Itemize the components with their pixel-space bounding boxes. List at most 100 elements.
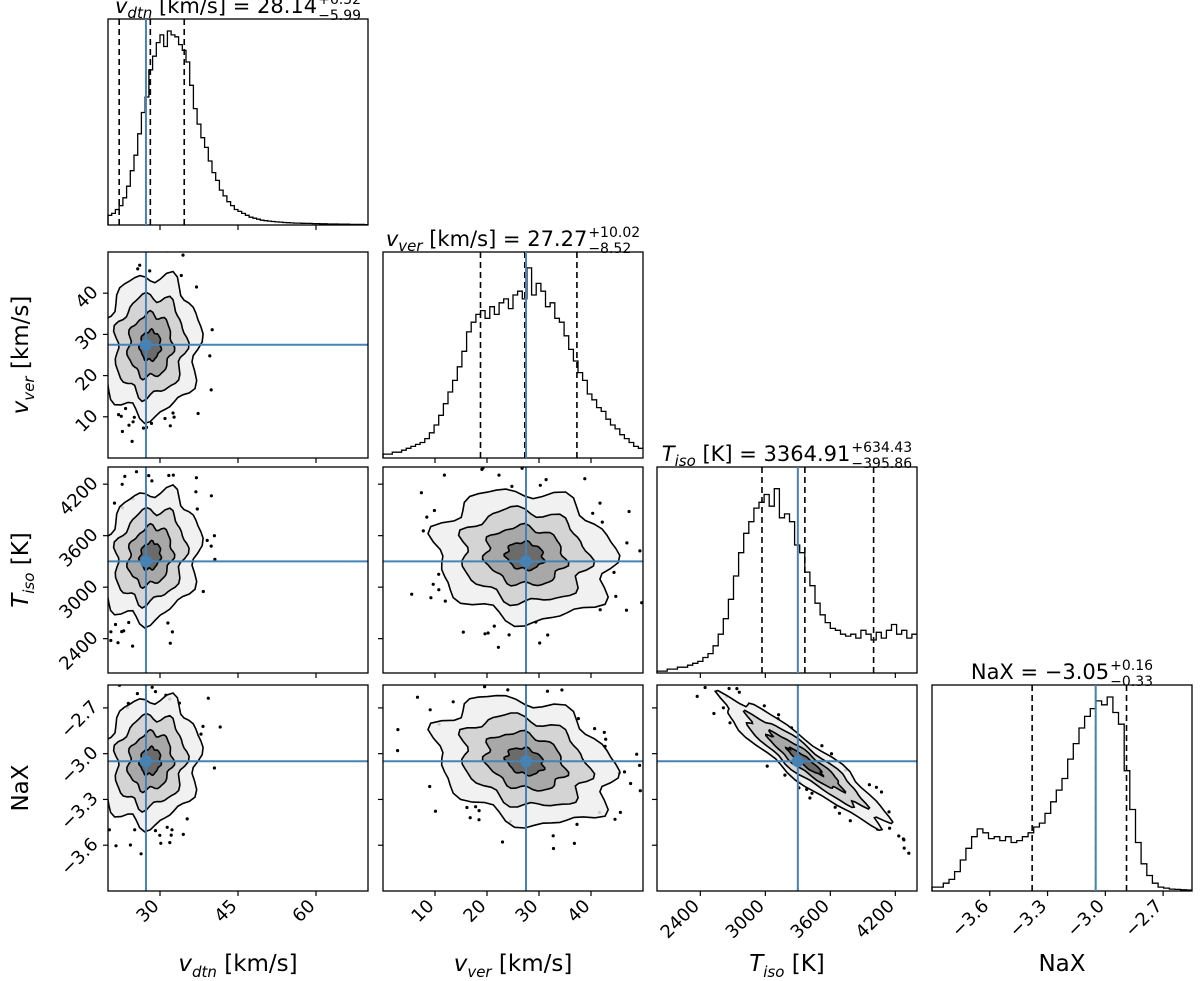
hist-panel-Tiso: Tiso [K] = 3364.91 +634.43−395.86 [656, 440, 918, 674]
scatter-vdtn-vver-point-15 [171, 411, 175, 415]
scatter-vver-NaX-point-23 [604, 737, 608, 741]
scatter-vver-Tiso-point-6 [627, 509, 631, 514]
panel-vver-NaX [382, 679, 644, 892]
scatter-vver-NaX-point-13 [551, 846, 556, 851]
scatter-vdtn-NaX-point-33 [128, 843, 132, 847]
scatter-vver-Tiso-point-33 [546, 633, 550, 637]
xtick-label-vdtn-0: 30 [132, 896, 163, 927]
scatter-vdtn-Tiso-point-1 [167, 473, 171, 478]
scatter-Tiso-NaX-point-13 [762, 704, 766, 708]
xtick-label-NaX-0: −3.6 [948, 896, 994, 942]
hist-frame-Tiso [656, 466, 918, 674]
ylabel-NaX: NaX [8, 764, 34, 811]
scatter-vdtn-vver-point-6 [163, 416, 167, 421]
scatter-Tiso-NaX-point-5 [735, 687, 739, 691]
xlabel-vdtn: vdtn [km/s] [178, 951, 297, 981]
scatter-Tiso-NaX-point-20 [888, 826, 892, 830]
xtick-label-NaX-3: −2.7 [1121, 896, 1167, 942]
scatter-vdtn-NaX-point-14 [201, 724, 205, 729]
scatter-vver-Tiso-point-8 [538, 483, 542, 487]
scatter-Tiso-NaX-point-31 [829, 752, 834, 756]
scatter-vdtn-vver-point-14 [97, 307, 100, 310]
hist-panel-vver: vver [km/s] = 27.27 +10.02−8.52 [382, 225, 644, 459]
scatter-vdtn-NaX-point-8 [133, 828, 137, 832]
ytick-label-vver-2: 30 [71, 323, 102, 354]
title-vver: vver [km/s] = 27.27 [386, 227, 587, 255]
scatter-vver-NaX-point-6 [613, 817, 617, 821]
hist-frame-vver [382, 251, 644, 459]
scatter-vdtn-Tiso-point-39 [103, 612, 106, 615]
hist-frame-vdtn [107, 18, 369, 226]
scatter-vver-NaX-point-2 [638, 789, 642, 793]
scatter-vdtn-Tiso-point-16 [99, 522, 102, 525]
scatter-vver-NaX-point-33 [538, 679, 541, 682]
scatter-vver-Tiso-point-9 [410, 592, 414, 596]
title-minus-vver: −8.52 [588, 241, 631, 257]
scatter-Tiso-NaX-point-10 [808, 796, 812, 800]
scatter-vdtn-vver-point-34 [168, 424, 172, 428]
scatter-vver-Tiso-point-29 [432, 508, 436, 513]
scatter-vver-NaX-point-11 [618, 810, 623, 815]
scatter-vdtn-Tiso-point-20 [90, 615, 93, 618]
hist-panel-vdtn: vdtn [km/s] = 28.14 +6.52−5.99 [107, 0, 369, 226]
scatter-vdtn-Tiso-point-32 [194, 490, 198, 494]
scatter-Tiso-NaX-point-14 [837, 811, 842, 815]
xtick-label-vver-1: 20 [459, 896, 490, 927]
scatter-vdtn-vver-point-29 [104, 317, 107, 320]
scatter-vdtn-Tiso-point-29 [120, 482, 124, 486]
scatter-vdtn-NaX-point-28 [114, 844, 118, 848]
scatter-vver-Tiso-point-24 [443, 599, 447, 603]
scatter-vver-Tiso-point-30 [583, 477, 587, 481]
scatter-vver-NaX-point-4 [551, 834, 555, 838]
scatter-vver-NaX-point-7 [638, 763, 642, 768]
scatter-vver-Tiso-point-15 [510, 484, 514, 488]
scatter-vdtn-Tiso-point-11 [209, 494, 213, 498]
ytick-label-Tiso-0: 2400 [55, 627, 102, 674]
scatter-vdtn-Tiso-point-30 [112, 501, 117, 505]
title-plus-Tiso: +634.43 [851, 440, 912, 456]
ytick-label-NaX-0: −3.6 [57, 834, 103, 880]
panel-frame-vver-NaX [382, 684, 644, 892]
xtick-label-NaX-2: −3.0 [1063, 896, 1109, 942]
scatter-vdtn-NaX-truth-point [139, 755, 152, 768]
scatter-vdtn-NaX-point-20 [170, 828, 174, 832]
scatter-vdtn-NaX-point-2 [80, 783, 83, 786]
scatter-vdtn-Tiso-point-26 [127, 620, 131, 625]
xlabel-vver: vver [km/s] [454, 951, 573, 981]
scatter-Tiso-NaX-point-11 [737, 690, 741, 694]
scatter-vdtn-vver-point-13 [209, 388, 213, 392]
scatter-Tiso-NaX-point-0 [833, 805, 837, 809]
scatter-vver-NaX-point-8 [593, 727, 597, 731]
title-plus-vdtn: +6.52 [318, 0, 361, 8]
scatter-Tiso-NaX-point-23 [879, 790, 884, 794]
xtick-label-Tiso-2: 3600 [787, 896, 834, 943]
scatter-vdtn-vver-point-11 [141, 426, 146, 430]
scatter-Tiso-NaX-point-7 [697, 678, 700, 681]
scatter-vdtn-Tiso-point-8 [171, 473, 175, 477]
scatter-vdtn-vver-point-2 [120, 429, 124, 434]
scatter-Tiso-NaX-point-19 [907, 851, 911, 855]
scatter-vdtn-vver-point-9 [196, 411, 200, 416]
scatter-vdtn-Tiso-point-31 [150, 479, 154, 483]
scatter-vdtn-NaX-point-7 [159, 841, 163, 845]
scatter-vdtn-Tiso-point-27 [100, 594, 103, 597]
scatter-vdtn-NaX-point-0 [132, 676, 135, 679]
scatter-vver-NaX-point-9 [629, 781, 633, 786]
scatter-Tiso-NaX-point-37 [728, 721, 732, 725]
scatter-Tiso-NaX-point-6 [703, 685, 707, 690]
scatter-vver-Tiso-point-32 [496, 645, 500, 649]
scatter-vdtn-vver-point-37 [210, 328, 214, 332]
scatter-Tiso-NaX-point-8 [721, 706, 726, 710]
scatter-vdtn-NaX-point-36 [185, 817, 189, 821]
scatter-vdtn-NaX-point-26 [168, 841, 172, 845]
scatter-vver-Tiso-point-17 [598, 501, 602, 505]
xlabel-NaX: NaX [1038, 951, 1085, 977]
scatter-vdtn-NaX-point-30 [212, 766, 216, 770]
scatter-vver-Tiso-point-7 [442, 473, 446, 477]
xtick-label-vdtn-1: 45 [210, 896, 241, 927]
scatter-vdtn-Tiso-point-17 [205, 538, 209, 543]
scatter-Tiso-NaX-point-2 [902, 846, 906, 850]
scatter-vdtn-vver-point-12 [138, 263, 142, 267]
scatter-Tiso-NaX-point-29 [897, 834, 901, 838]
